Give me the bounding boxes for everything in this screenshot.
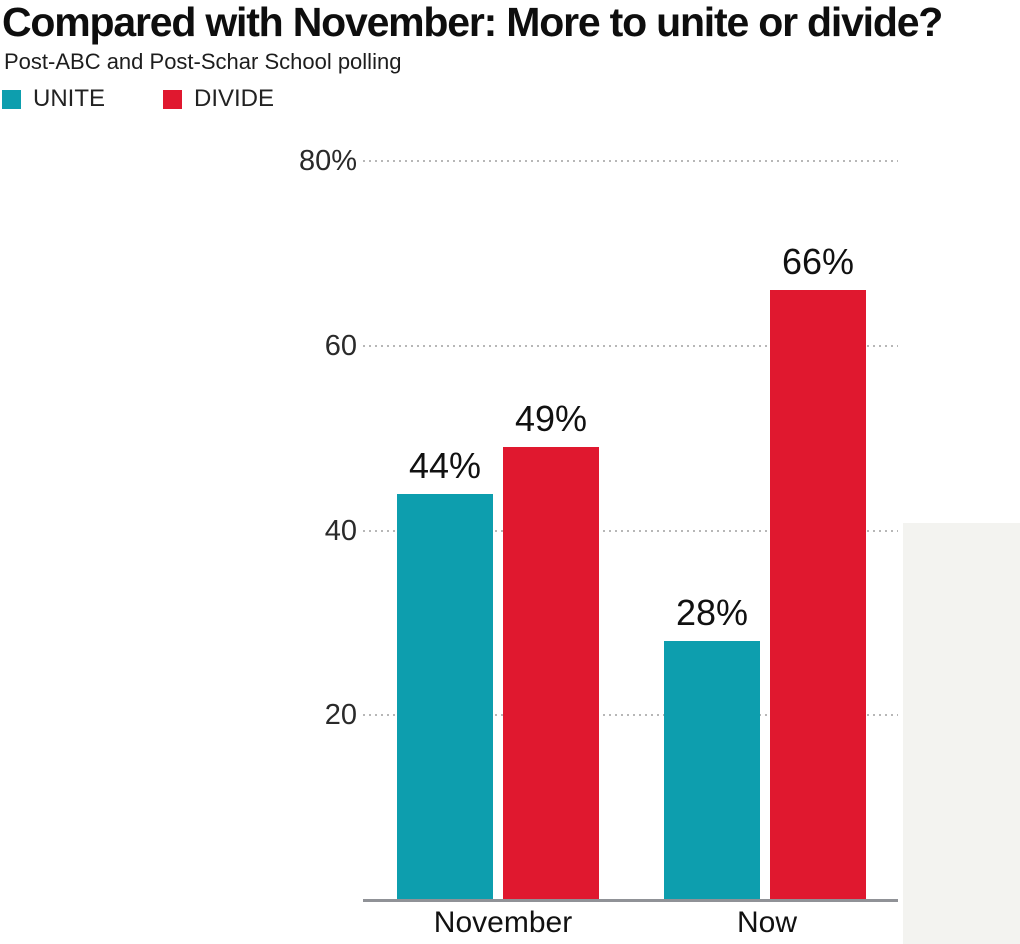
- y-tick-label-60: 60: [324, 329, 357, 362]
- unite-legend-swatch-icon: [2, 89, 21, 109]
- bar-divide-november: [503, 447, 599, 900]
- y-tick-label-80: 80%: [298, 145, 357, 178]
- bar-unite-november: [397, 493, 493, 900]
- legend-item-unite: UNITE: [2, 87, 105, 111]
- value-label-unite-november: 44%: [408, 444, 482, 486]
- x-axis-line: [363, 899, 898, 902]
- gridline-20: [363, 714, 898, 717]
- background-side-panel: [903, 523, 1020, 944]
- y-tick-label-20: 20: [324, 699, 357, 732]
- category-label-november: November: [433, 906, 573, 939]
- value-label-unite-now: 28%: [675, 592, 749, 634]
- y-tick-label-40: 40: [324, 514, 357, 547]
- legend-label-divide: DIVIDE: [194, 85, 275, 112]
- chart-subtitle: Post-ABC and Post-Schar School polling: [4, 49, 402, 74]
- chart-title: Compared with November: More to unite or…: [2, 0, 943, 45]
- value-label-divide-november: 49%: [514, 398, 588, 440]
- divide-legend-swatch-icon: [163, 89, 182, 109]
- gridline-40: [363, 529, 898, 532]
- legend-item-divide: DIVIDE: [163, 87, 274, 111]
- category-label-now: Now: [736, 906, 797, 939]
- legend-label-unite: UNITE: [33, 85, 105, 112]
- gridline-80: [363, 160, 898, 163]
- value-label-divide-now: 66%: [781, 241, 855, 283]
- bar-divide-now: [770, 290, 866, 900]
- bar-unite-now: [664, 641, 760, 900]
- gridline-60: [363, 344, 898, 347]
